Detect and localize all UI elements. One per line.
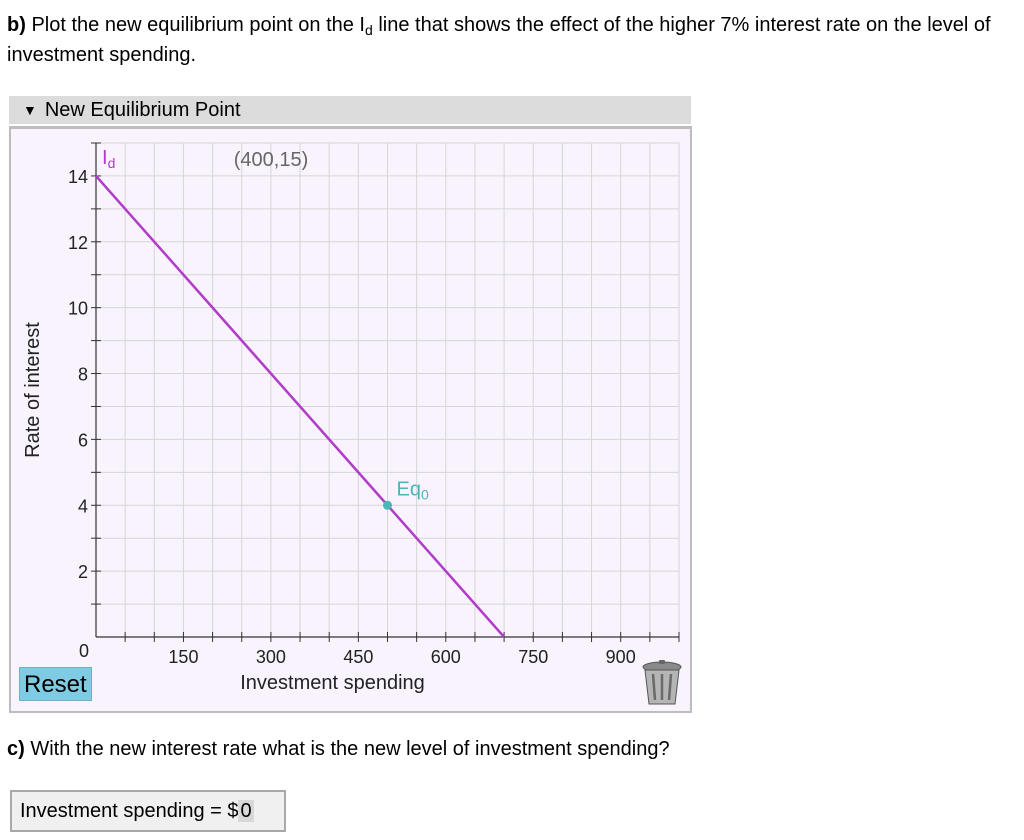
point-label-sub: 0 [421, 486, 429, 502]
question-b-subscript: d [365, 22, 373, 38]
y-tick-label: 12 [68, 233, 88, 253]
origin-label: 0 [79, 641, 89, 661]
question-b-part: b) [7, 14, 26, 36]
series-line-id [95, 175, 506, 638]
graph-svg[interactable]: 2 4 6 8 10 12 14 150 300 450 600 750 900 0 Investment … [11, 129, 690, 711]
x-tick-label: 150 [168, 647, 198, 667]
y-tick-label: 6 [78, 430, 88, 450]
panel-title: New Equilibrium Point [44, 98, 241, 121]
reset-button[interactable]: Reset [19, 667, 92, 701]
point-label-main: Eq [397, 478, 421, 500]
equilibrium-point-eq0[interactable] [383, 500, 392, 510]
question-b-text-before: Plot the new equilibrium point on the I [31, 14, 365, 36]
question-b-text-after: line that shows the effect of the higher… [7, 14, 991, 66]
question-b: b) Plot the new equilibrium point on the… [7, 10, 1017, 70]
y-tick-label: 2 [78, 562, 88, 582]
series-label-id: Id [102, 147, 115, 171]
x-axis-label: Investment spending [240, 672, 425, 694]
answer-label: Investment spending = $ [20, 800, 239, 822]
x-tick-label: 900 [606, 647, 636, 667]
y-tick-label: 10 [68, 299, 88, 319]
question-c: c) With the new interest rate what is th… [7, 734, 670, 764]
answer-value[interactable]: 0 [238, 800, 254, 822]
series-label-main: I [102, 147, 108, 169]
x-tick-label: 600 [431, 647, 461, 667]
x-tick-label: 450 [343, 647, 373, 667]
answer-field[interactable]: Investment spending = $0 [10, 790, 286, 832]
series-label-sub: d [108, 155, 116, 171]
x-tick-label: 300 [256, 647, 286, 667]
equilibrium-point-label: Eq0 [397, 478, 429, 502]
question-c-text: With the new interest rate what is the n… [30, 738, 670, 760]
coordinate-readout: (400,15) [234, 149, 309, 171]
y-tick-label: 14 [68, 167, 88, 187]
collapse-triangle-icon[interactable]: ▼ [23, 102, 37, 118]
y-axis-label: Rate of interest [22, 322, 44, 458]
panel-header[interactable]: ▼ New Equilibrium Point [9, 96, 691, 124]
question-c-part: c) [7, 738, 25, 760]
y-tick-label: 4 [78, 496, 88, 516]
x-tick-label: 750 [518, 647, 548, 667]
graph-panel: 2 4 6 8 10 12 14 150 300 450 600 750 900 0 Investment … [9, 126, 692, 713]
y-tick-label: 8 [78, 365, 88, 385]
trash-icon[interactable] [640, 658, 684, 706]
